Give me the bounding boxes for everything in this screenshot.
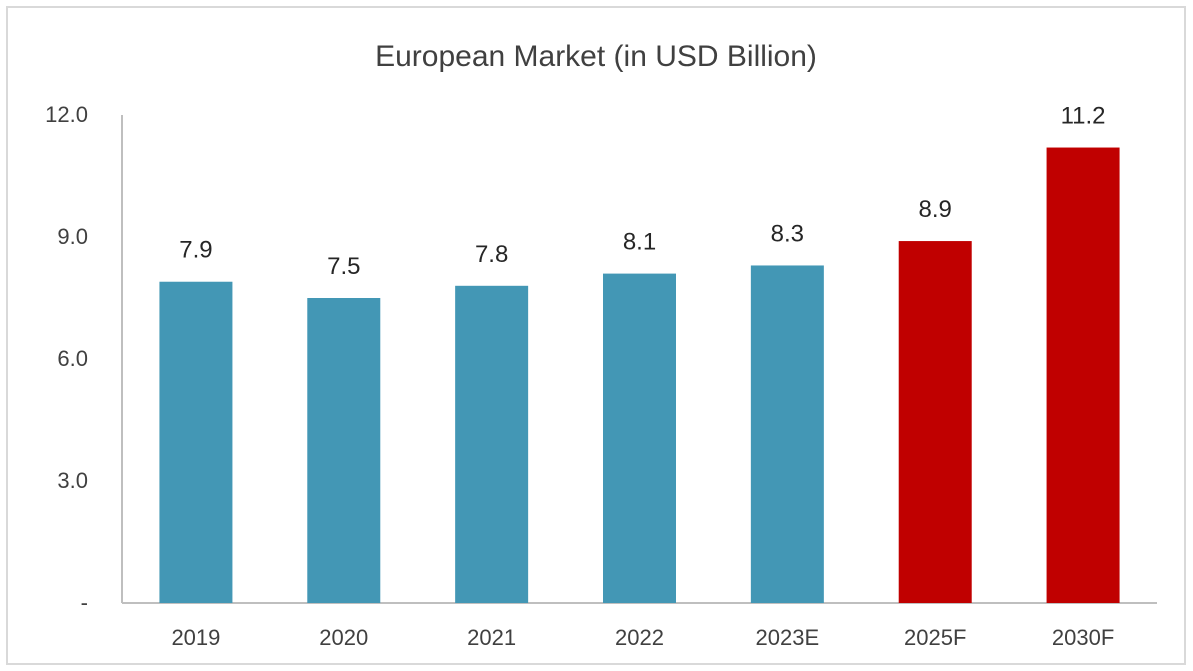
y-tick-label: 3.0 — [57, 468, 88, 493]
data-label: 7.9 — [179, 237, 212, 264]
x-axis: 2019 2020 2021 2022 2023E 2025F 2030F — [122, 602, 1157, 650]
y-tick-label: 12.0 — [45, 102, 88, 127]
y-tick-label: 6.0 — [57, 346, 88, 371]
bars — [159, 147, 1120, 604]
y-tick-label: 9.0 — [57, 224, 88, 249]
data-label: 11.2 — [1061, 103, 1106, 130]
data-label: 7.5 — [327, 253, 360, 280]
data-label: 7.8 — [475, 241, 508, 268]
bar-2025f — [898, 241, 972, 604]
x-tick-label: 2030F — [1052, 625, 1114, 650]
data-labels: 7.9 7.5 7.8 8.1 8.3 8.9 11.2 — [179, 103, 1105, 280]
data-label: 8.3 — [771, 220, 804, 247]
y-tick-label: - — [81, 590, 88, 615]
x-tick-label: 2023E — [756, 625, 820, 650]
chart-title: European Market (in USD Billion) — [375, 40, 817, 73]
bar-2020 — [307, 298, 381, 603]
x-tick-label: 2022 — [615, 625, 664, 650]
bar-2023e — [750, 265, 824, 603]
bar-2030f — [1046, 147, 1120, 604]
y-axis: - 3.0 6.0 9.0 12.0 — [45, 102, 123, 615]
data-label: 8.9 — [919, 196, 952, 223]
x-tick-label: 2021 — [467, 625, 516, 650]
bar-2019 — [159, 281, 233, 603]
x-tick-label: 2025F — [904, 625, 966, 650]
x-tick-label: 2020 — [319, 625, 368, 650]
bar-2022 — [603, 273, 676, 603]
bar-2021 — [455, 285, 529, 603]
x-tick-label: 2019 — [171, 625, 220, 650]
data-label: 8.1 — [623, 229, 656, 256]
